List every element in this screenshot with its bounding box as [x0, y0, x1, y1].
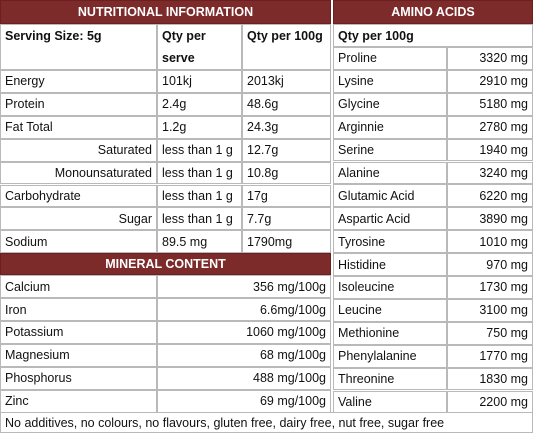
- row-label: Monounsaturated: [0, 161, 157, 185]
- cell-value: 7.7g: [242, 207, 331, 231]
- row-label: Calcium: [0, 275, 157, 299]
- cell-value: 2910 mg: [447, 69, 533, 93]
- cell-value: 69 mg/100g: [157, 389, 331, 413]
- column-header: Qty per 100g: [333, 24, 533, 47]
- cell-value: 356 mg/100g: [157, 275, 331, 299]
- cell-value: 12.7g: [242, 138, 331, 162]
- row-label: Lysine: [333, 69, 447, 93]
- cell-value: 970 mg: [447, 253, 533, 276]
- row-label: Proline: [333, 47, 447, 70]
- cell-value: 101kj: [157, 70, 242, 93]
- row-label: Serine: [333, 138, 447, 162]
- column-header: Qty per 100g: [242, 24, 331, 70]
- cell-value: less than 1 g: [157, 207, 242, 231]
- row-label: Glutamic Acid: [333, 184, 447, 208]
- cell-value: 48.6g: [242, 92, 331, 116]
- cell-value: 1010 mg: [447, 230, 533, 254]
- column-header: Serving Size: 5g: [0, 24, 157, 70]
- cell-value: less than 1 g: [157, 161, 242, 185]
- row-label: Sugar: [0, 207, 157, 231]
- cell-value: less than 1 g: [157, 184, 242, 208]
- cell-value: 6.6mg/100g: [157, 298, 331, 321]
- cell-value: 1770 mg: [447, 344, 533, 368]
- row-label: Threonine: [333, 367, 447, 391]
- cell-value: 1830 mg: [447, 367, 533, 391]
- row-label: Tyrosine: [333, 230, 447, 254]
- section-header: NUTRITIONAL INFORMATION: [0, 0, 331, 24]
- cell-value: 89.5 mg: [157, 230, 242, 254]
- row-label: Alanine: [333, 161, 447, 185]
- row-label: Histidine: [333, 253, 447, 276]
- cell-value: 1.2g: [157, 115, 242, 139]
- row-label: Phenylalanine: [333, 344, 447, 368]
- cell-value: 2200 mg: [447, 390, 533, 414]
- column-header: Qty per serve: [157, 24, 242, 70]
- row-label: Fat Total: [0, 115, 157, 139]
- cell-value: 17g: [242, 184, 331, 208]
- cell-value: 2013kj: [242, 70, 331, 93]
- footer-note: No additives, no colours, no flavours, g…: [0, 412, 533, 433]
- section-header: MINERAL CONTENT: [0, 253, 331, 276]
- row-label: Aspartic Acid: [333, 207, 447, 231]
- cell-value: 750 mg: [447, 321, 533, 345]
- cell-value: 1060 mg/100g: [157, 321, 331, 344]
- cell-value: 2.4g: [157, 92, 242, 116]
- row-label: Leucine: [333, 298, 447, 322]
- cell-value: 2780 mg: [447, 115, 533, 139]
- cell-value: 3100 mg: [447, 298, 533, 322]
- cell-value: 3890 mg: [447, 207, 533, 231]
- row-label: Carbohydrate: [0, 184, 157, 208]
- row-label: Glycine: [333, 92, 447, 116]
- row-label: Potassium: [0, 321, 157, 344]
- cell-value: 10.8g: [242, 161, 331, 185]
- row-label: Arginnie: [333, 115, 447, 139]
- row-label: Sodium: [0, 230, 157, 254]
- row-label: Zinc: [0, 389, 157, 413]
- row-label: Energy: [0, 70, 157, 93]
- row-label: Isoleucine: [333, 276, 447, 299]
- row-label: Phosphorus: [0, 366, 157, 390]
- row-label: Protein: [0, 92, 157, 116]
- cell-value: 5180 mg: [447, 92, 533, 116]
- cell-value: less than 1 g: [157, 138, 242, 162]
- cell-value: 6220 mg: [447, 184, 533, 208]
- row-label: Iron: [0, 298, 157, 321]
- cell-value: 1940 mg: [447, 138, 533, 162]
- cell-value: 3320 mg: [447, 47, 533, 70]
- row-label: Saturated: [0, 138, 157, 162]
- cell-value: 24.3g: [242, 115, 331, 139]
- row-label: Methionine: [333, 321, 447, 345]
- cell-value: 1730 mg: [447, 276, 533, 299]
- section-header: AMINO ACIDS: [333, 0, 533, 24]
- row-label: Magnesium: [0, 343, 157, 367]
- cell-value: 488 mg/100g: [157, 366, 331, 390]
- cell-value: 1790mg: [242, 230, 331, 254]
- cell-value: 3240 mg: [447, 161, 533, 185]
- cell-value: 68 mg/100g: [157, 343, 331, 367]
- row-label: Valine: [333, 390, 447, 414]
